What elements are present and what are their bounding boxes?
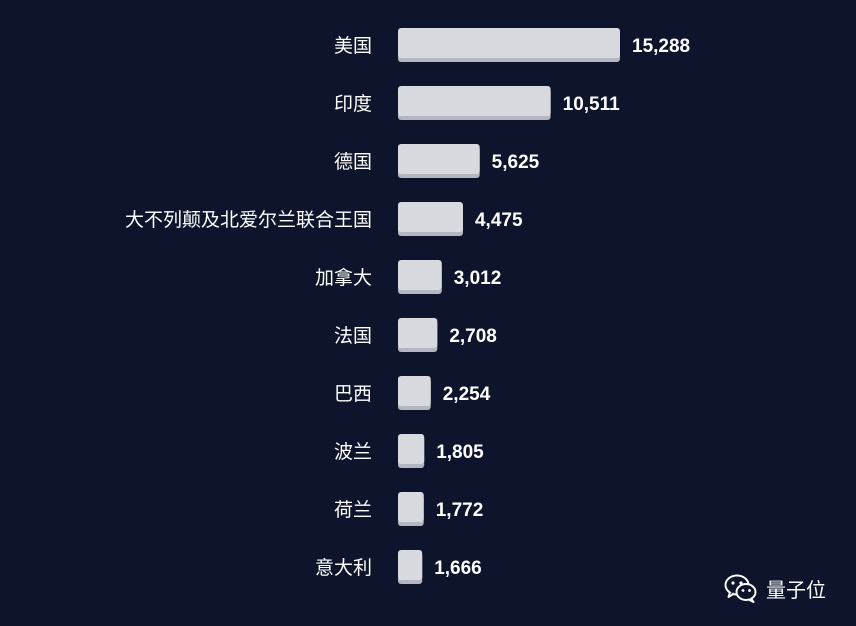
- value-label: 1,772: [436, 500, 484, 521]
- category-label: 意大利: [315, 557, 372, 579]
- bar-row: 巴西 2,254: [334, 376, 491, 410]
- bar: [398, 202, 463, 232]
- category-label: 加拿大: [315, 266, 372, 289]
- wechat-icon: [724, 574, 757, 603]
- bar: [398, 28, 620, 58]
- bar: [398, 318, 438, 348]
- bar: [398, 260, 442, 290]
- value-label: 1,805: [436, 442, 484, 463]
- bar-row: 波兰 1,805: [334, 434, 484, 468]
- bar-row: 印度 10,511: [334, 86, 620, 120]
- category-label: 波兰: [334, 441, 372, 463]
- bar-row: 荷兰 1,772: [334, 492, 483, 526]
- watermark: 量子位: [724, 571, 826, 605]
- category-label: 大不列颠及北爱尔兰联合王国: [125, 209, 372, 231]
- value-label: 15,288: [632, 36, 690, 57]
- category-label: 美国: [334, 35, 372, 57]
- value-label: 4,475: [475, 210, 523, 231]
- category-label: 法国: [334, 325, 372, 347]
- bar: [398, 550, 423, 580]
- bar-row: 加拿大 3,012: [315, 260, 501, 294]
- bar: [398, 434, 425, 464]
- bar-row: 美国 15,288: [334, 28, 690, 62]
- bar-row: 意大利 1,666: [315, 550, 482, 584]
- value-label: 2,708: [449, 326, 497, 347]
- category-label: 德国: [334, 151, 372, 173]
- bar: [398, 492, 424, 522]
- bar: [398, 376, 431, 406]
- category-label: 巴西: [334, 383, 372, 405]
- bar-row: 大不列颠及北爱尔兰联合王国 4,475: [125, 202, 523, 236]
- value-label: 3,012: [454, 268, 502, 289]
- bar-row: 法国 2,708: [334, 318, 497, 352]
- bar-row: 德国 5,625: [334, 144, 540, 178]
- bar: [398, 144, 480, 174]
- value-label: 5,625: [492, 152, 540, 173]
- category-label: 荷兰: [334, 499, 372, 521]
- bar: [398, 86, 551, 116]
- category-label: 印度: [334, 93, 372, 115]
- value-label: 10,511: [563, 94, 620, 115]
- watermark-text: 量子位: [766, 577, 826, 602]
- value-label: 1,666: [434, 558, 482, 579]
- value-label: 2,254: [443, 384, 491, 405]
